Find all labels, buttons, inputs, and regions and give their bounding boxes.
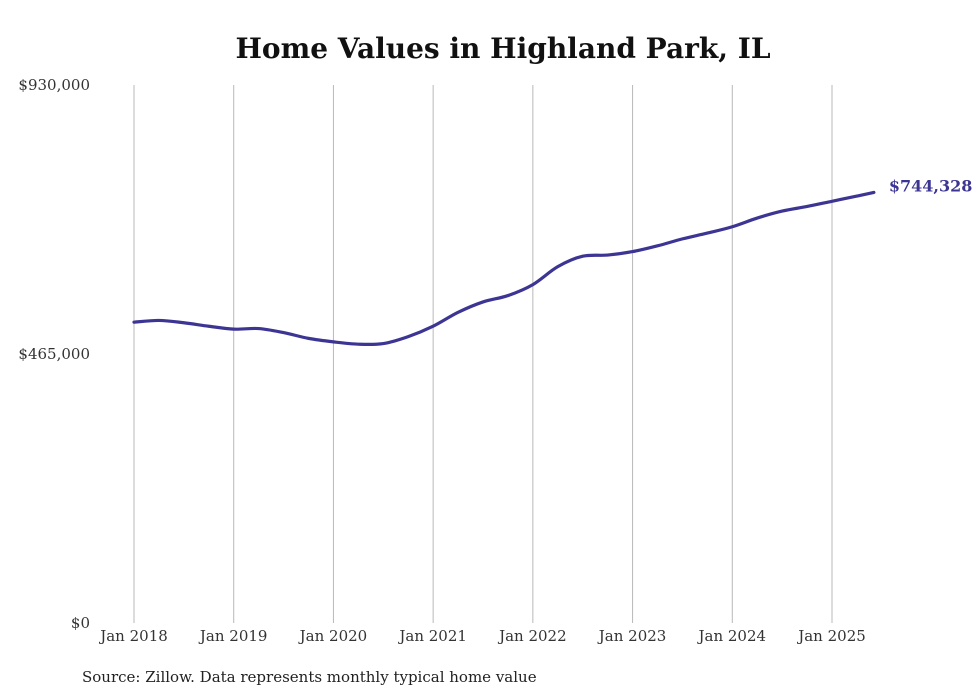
series-layer bbox=[132, 190, 876, 347]
end-value-label: $744,328 bbox=[889, 176, 973, 195]
x-tick-label: Jan 2025 bbox=[796, 627, 866, 645]
gridlines bbox=[133, 85, 833, 623]
y-axis: $0 $465,000 $930,000 bbox=[18, 76, 90, 632]
source-note: Source: Zillow. Data represents monthly … bbox=[82, 668, 537, 686]
series-line-home-value bbox=[132, 190, 876, 347]
y-tick-label: $0 bbox=[71, 614, 90, 632]
x-axis: Jan 2018 Jan 2019 Jan 2020 Jan 2021 Jan 2022… bbox=[98, 627, 866, 645]
x-tick-label: Jan 2021 bbox=[397, 627, 467, 645]
x-tick-label: Jan 2024 bbox=[697, 627, 767, 645]
y-tick-label: $930,000 bbox=[18, 76, 90, 94]
end-label-layer: $744,328 bbox=[889, 176, 973, 195]
x-tick-label: Jan 2020 bbox=[298, 627, 368, 645]
x-tick-label: Jan 2019 bbox=[198, 627, 268, 645]
x-tick-label: Jan 2018 bbox=[98, 627, 168, 645]
x-tick-label: Jan 2022 bbox=[497, 627, 567, 645]
chart-title: Home Values in Highland Park, IL bbox=[235, 32, 770, 65]
x-tick-label: Jan 2023 bbox=[597, 627, 667, 645]
y-tick-label: $465,000 bbox=[18, 345, 90, 363]
